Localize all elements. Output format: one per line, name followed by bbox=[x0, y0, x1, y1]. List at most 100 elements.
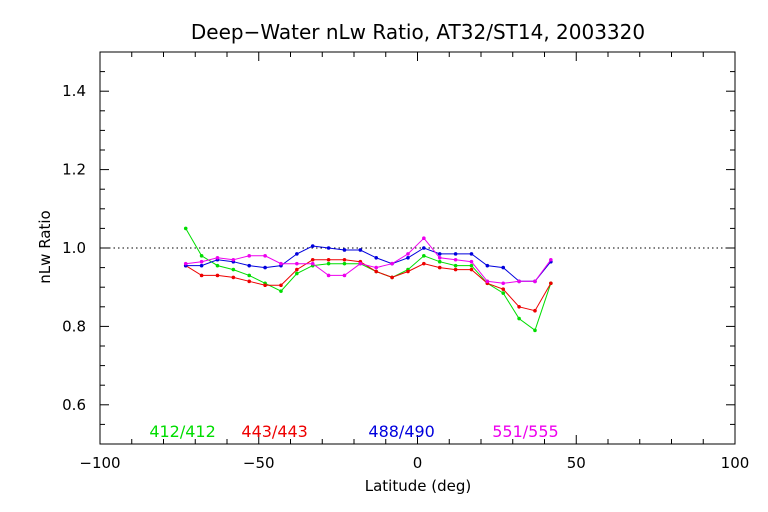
data-point bbox=[358, 261, 363, 266]
data-point bbox=[295, 252, 299, 256]
data-point bbox=[437, 255, 442, 260]
data-point bbox=[342, 257, 347, 262]
y-tick-label: 0.8 bbox=[62, 317, 86, 335]
data-point bbox=[549, 257, 553, 262]
data-point bbox=[469, 259, 474, 264]
data-point bbox=[501, 281, 506, 286]
data-point bbox=[310, 244, 315, 248]
data-point bbox=[199, 273, 204, 278]
x-tick-label: 50 bbox=[567, 454, 586, 472]
data-point bbox=[342, 261, 347, 266]
data-point bbox=[183, 261, 188, 266]
y-tick-label: 1.2 bbox=[62, 161, 86, 179]
y-tick-label: 1.4 bbox=[62, 82, 86, 100]
data-point bbox=[199, 259, 204, 264]
data-point bbox=[295, 261, 299, 266]
data-point bbox=[231, 267, 236, 272]
data-point bbox=[374, 265, 379, 270]
data-point bbox=[469, 263, 474, 268]
legend-label: 412/412 bbox=[149, 422, 215, 441]
data-point bbox=[517, 279, 521, 284]
chart-title: Deep−Water nLw Ratio, AT32/ST14, 2003320 bbox=[191, 20, 645, 44]
data-point bbox=[437, 252, 442, 256]
data-point bbox=[231, 275, 236, 280]
data-point bbox=[279, 283, 283, 288]
data-point bbox=[295, 267, 299, 272]
data-point bbox=[485, 279, 490, 284]
data-point bbox=[342, 248, 347, 252]
data-point bbox=[215, 263, 220, 268]
x-tick-label: 100 bbox=[721, 454, 750, 472]
data-point bbox=[247, 273, 252, 278]
data-point bbox=[326, 273, 331, 278]
data-point bbox=[279, 289, 283, 293]
data-point bbox=[247, 263, 252, 268]
data-point bbox=[422, 261, 426, 266]
data-point bbox=[549, 281, 553, 286]
data-point bbox=[501, 287, 506, 291]
data-point bbox=[453, 263, 458, 268]
data-point bbox=[231, 257, 236, 262]
data-point bbox=[533, 328, 537, 333]
data-point bbox=[263, 283, 267, 288]
data-point bbox=[501, 265, 506, 270]
data-point bbox=[310, 261, 315, 266]
legend-label: 443/443 bbox=[241, 422, 307, 441]
legend-label: 488/490 bbox=[368, 422, 434, 441]
data-point bbox=[358, 248, 363, 252]
data-point bbox=[517, 305, 521, 309]
data-point bbox=[326, 261, 331, 266]
data-point bbox=[295, 271, 299, 276]
data-point bbox=[310, 257, 315, 262]
data-point bbox=[247, 254, 252, 258]
data-point bbox=[517, 316, 521, 321]
data-point bbox=[469, 252, 474, 256]
x-tick-label: 0 bbox=[413, 454, 423, 472]
y-axis-title: nLw Ratio bbox=[36, 210, 54, 283]
data-point bbox=[469, 267, 474, 272]
plot-area: −100 −50 0 50 100 0.6 0.8 1.0 1.2 1.4 412/412 443/4… bbox=[62, 51, 750, 472]
x-tick-label: −50 bbox=[243, 454, 275, 472]
data-point bbox=[453, 257, 458, 262]
data-point bbox=[406, 269, 410, 274]
data-point bbox=[533, 279, 537, 284]
data-point bbox=[374, 255, 379, 260]
data-point bbox=[533, 308, 537, 313]
series-line-488-490 bbox=[185, 245, 552, 282]
data-point bbox=[342, 273, 347, 278]
data-point bbox=[199, 254, 204, 258]
data-point bbox=[326, 257, 331, 262]
data-point bbox=[406, 255, 410, 260]
data-point bbox=[422, 246, 426, 250]
legend-label: 551/555 bbox=[492, 422, 558, 441]
data-point bbox=[437, 259, 442, 264]
series-line-443-443 bbox=[185, 259, 552, 312]
data-point bbox=[406, 252, 410, 256]
data-point bbox=[422, 236, 426, 240]
data-point bbox=[374, 269, 379, 274]
data-point bbox=[215, 273, 220, 278]
data-point bbox=[215, 255, 220, 260]
x-axis-title: Latitude (deg) bbox=[365, 477, 471, 495]
data-point bbox=[501, 291, 506, 295]
data-point bbox=[183, 226, 188, 231]
data-point bbox=[279, 261, 283, 266]
data-point bbox=[199, 263, 204, 268]
x-tick-label: −100 bbox=[79, 454, 120, 472]
data-point bbox=[263, 265, 267, 270]
data-point bbox=[485, 263, 490, 268]
data-point bbox=[390, 261, 394, 266]
data-point bbox=[390, 275, 394, 280]
series-line-412-412 bbox=[185, 228, 552, 332]
data-point bbox=[263, 254, 267, 258]
data-point bbox=[326, 246, 331, 250]
data-point bbox=[247, 279, 252, 284]
data-point bbox=[437, 265, 442, 270]
data-point bbox=[453, 252, 458, 256]
data-point bbox=[422, 254, 426, 258]
y-tick-label: 0.6 bbox=[62, 396, 86, 414]
data-point bbox=[453, 267, 458, 272]
y-tick-label: 1.0 bbox=[62, 239, 86, 257]
